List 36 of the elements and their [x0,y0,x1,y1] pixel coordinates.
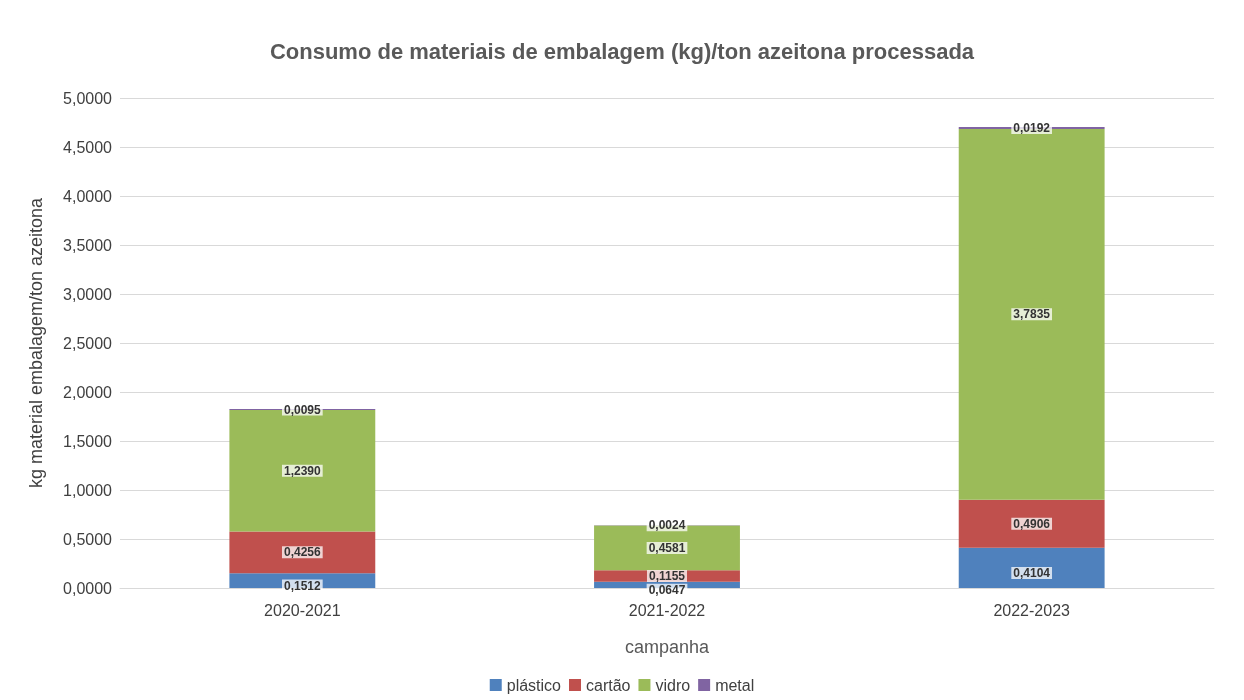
bar [958,547,1105,588]
bar [958,499,1105,548]
y-tick-label: 3,5000 [63,236,113,254]
legend-label: cartão [585,676,631,694]
data-label: 0,4104 [1013,565,1051,580]
data-label: 0,0647 [648,582,686,597]
legend-label: metal [715,676,755,694]
y-tick-label: 5,0000 [63,89,113,107]
data-label: 0,4581 [648,540,686,555]
data-label: 0,4256 [283,545,322,560]
data-label: 0,0095 [283,402,322,417]
y-tick-label: 4,0000 [63,187,113,205]
y-axis-title: kg material embalagem/ton azeitona [26,196,46,489]
y-tick-label: 2,0000 [63,383,113,401]
x-tick-label: 2022-2023 [993,601,1071,619]
y-tick-label: 0,0000 [63,579,113,597]
chart-title: Consumo de materiais de embalagem (kg)/ton azeitona processada [269,38,975,64]
data-label: 0,4906 [1013,516,1051,531]
x-tick-label: 2020-2021 [264,601,341,619]
bar [229,531,376,574]
legend-label: vidro [655,676,691,694]
x-tick-label: 2021-2022 [628,601,706,619]
y-tick-label: 4,5000 [63,138,113,156]
y-tick-label: 1,0000 [63,481,113,499]
y-tick-label: 0,5000 [63,530,113,548]
data-label: 3,7835 [1013,307,1051,322]
data-label: 0,0192 [1013,120,1051,135]
data-label: 1,2390 [283,463,322,478]
y-tick-label: 1,5000 [63,432,113,450]
data-label: 0,0024 [648,518,686,533]
y-tick-label: 2,5000 [63,334,113,352]
data-label: 0,1512 [283,578,322,593]
x-axis-title: campanha [624,637,711,657]
y-tick-label: 3,0000 [63,285,113,303]
data-label: 0,1155 [648,569,686,583]
legend-label: plástico [506,676,562,694]
